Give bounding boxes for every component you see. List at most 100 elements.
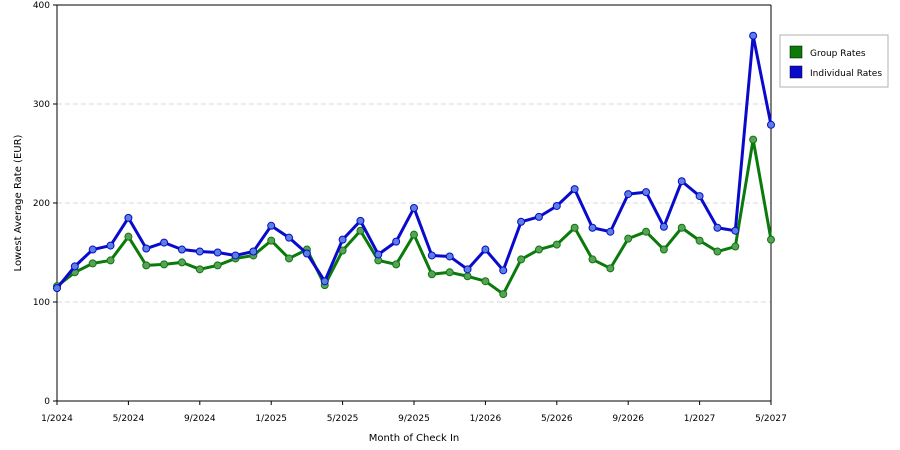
point-individual-rates-5-2027: [767, 120, 775, 129]
point-individual-rates-8-2024: [177, 245, 186, 254]
point-group-rates-1-2027: [695, 236, 704, 245]
point-individual-rates-2-2026: [499, 266, 508, 275]
point-individual-rates-5-2025: [338, 235, 347, 244]
legend-swatch-individual-rates: [789, 65, 803, 79]
legend-label-individual-rates: Individual Rates: [810, 69, 882, 79]
point-group-rates-8-2026: [606, 264, 615, 273]
x-ticks: 1/2024 5/2024 9/2024 1/2025 5/2025 9/2025 1/20…: [41, 401, 787, 424]
y-tick-label-200: 200: [33, 199, 50, 209]
point-group-rates-4-2027: [749, 135, 758, 144]
point-individual-rates-12-2026: [677, 177, 686, 186]
point-individual-rates-11-2024: [231, 251, 240, 260]
point-group-rates-7-2026: [588, 255, 597, 264]
series: [53, 31, 775, 299]
point-group-rates-10-2026: [642, 227, 651, 236]
series-individual-rates: [53, 31, 775, 293]
point-group-rates-3-2026: [517, 255, 526, 264]
point-group-rates-5-2027: [767, 235, 775, 244]
point-individual-rates-4-2024: [106, 241, 115, 250]
point-group-rates-3-2024: [88, 259, 97, 268]
y-axis-title: Lowest Average Rate (EUR): [13, 134, 24, 271]
y-tick-label-300: 300: [33, 100, 50, 110]
point-individual-rates-8-2025: [392, 237, 401, 246]
point-individual-rates-10-2026: [642, 188, 651, 197]
point-group-rates-7-2024: [160, 260, 169, 269]
point-individual-rates-3-2025: [302, 249, 311, 258]
point-individual-rates-1-2027: [695, 192, 704, 201]
legend-box: [779, 34, 889, 88]
point-individual-rates-9-2024: [195, 247, 204, 256]
point-individual-rates-8-2026: [606, 227, 615, 236]
point-individual-rates-3-2026: [517, 217, 526, 226]
point-group-rates-3-2027: [731, 242, 740, 251]
x-tick-label-9-2026: 9/2026: [612, 414, 644, 424]
point-group-rates-8-2025: [392, 260, 401, 269]
y-tick-label-0: 0: [44, 397, 50, 407]
point-group-rates-1-2025: [267, 236, 276, 245]
point-individual-rates-6-2025: [356, 216, 365, 225]
legend-label-group-rates: Group Rates: [810, 49, 866, 59]
point-individual-rates-1-2024: [53, 284, 61, 293]
x-axis-title: Month of Check In: [369, 433, 460, 444]
point-individual-rates-3-2024: [88, 245, 97, 254]
point-individual-rates-12-2024: [249, 247, 258, 256]
point-group-rates-9-2026: [624, 234, 633, 243]
x-tick-label-1-2024: 1/2024: [41, 414, 73, 424]
point-group-rates-2-2026: [499, 290, 508, 299]
point-individual-rates-12-2025: [463, 265, 472, 274]
x-tick-label-5-2026: 5/2026: [541, 414, 573, 424]
point-group-rates-12-2025: [463, 272, 472, 281]
x-tick-label-1-2027: 1/2027: [684, 414, 716, 424]
point-group-rates-6-2024: [142, 261, 151, 270]
series-group-rates: [53, 135, 775, 299]
point-individual-rates-1-2025: [267, 221, 276, 230]
point-individual-rates-6-2024: [142, 244, 151, 253]
point-group-rates-2-2027: [713, 247, 722, 256]
point-group-rates-10-2024: [213, 261, 222, 270]
point-individual-rates-2-2024: [70, 262, 79, 271]
point-group-rates-5-2026: [552, 240, 561, 249]
point-group-rates-11-2026: [659, 245, 668, 254]
y-tick-label-400: 400: [33, 1, 50, 11]
point-individual-rates-4-2027: [749, 31, 758, 40]
x-tick-label-5-2025: 5/2025: [327, 414, 359, 424]
point-group-rates-2-2025: [285, 254, 294, 263]
point-individual-rates-11-2025: [445, 252, 454, 261]
point-individual-rates-7-2025: [374, 250, 383, 259]
x-tick-label-5-2027: 5/2027: [755, 414, 787, 424]
x-tick-label-1-2026: 1/2026: [470, 414, 502, 424]
x-tick-label-9-2025: 9/2025: [398, 414, 430, 424]
gridlines: [57, 4, 771, 303]
point-individual-rates-10-2024: [213, 248, 222, 257]
point-individual-rates-7-2026: [588, 223, 597, 232]
point-group-rates-9-2024: [195, 265, 204, 274]
y-ticks: 0 100 200 300 400: [33, 1, 57, 407]
point-individual-rates-1-2026: [481, 245, 490, 254]
point-group-rates-4-2024: [106, 256, 115, 265]
point-group-rates-11-2025: [445, 268, 454, 277]
legend: Group Rates Individual Rates: [779, 34, 889, 88]
point-individual-rates-10-2025: [427, 251, 436, 260]
point-group-rates-12-2026: [677, 223, 686, 232]
point-group-rates-4-2026: [534, 245, 543, 254]
point-group-rates-10-2025: [427, 270, 436, 279]
point-individual-rates-2-2027: [713, 223, 722, 232]
point-group-rates-6-2025: [356, 226, 365, 235]
point-group-rates-1-2026: [481, 277, 490, 286]
point-group-rates-6-2026: [570, 223, 579, 232]
point-group-rates-5-2024: [124, 232, 133, 241]
point-individual-rates-9-2026: [624, 190, 633, 199]
point-individual-rates-11-2026: [659, 222, 668, 231]
point-individual-rates-6-2026: [570, 185, 579, 194]
x-tick-label-5-2024: 5/2024: [113, 414, 145, 424]
series-line-group-rates: [56, 138, 773, 296]
point-group-rates-8-2024: [177, 258, 186, 267]
point-individual-rates-7-2024: [160, 238, 169, 247]
point-individual-rates-4-2026: [534, 212, 543, 221]
x-tick-label-1-2025: 1/2025: [255, 414, 287, 424]
point-individual-rates-5-2024: [124, 213, 133, 222]
point-individual-rates-9-2025: [410, 203, 418, 212]
point-individual-rates-5-2026: [552, 201, 561, 210]
point-individual-rates-3-2027: [731, 226, 740, 235]
x-tick-label-9-2024: 9/2024: [184, 414, 216, 424]
